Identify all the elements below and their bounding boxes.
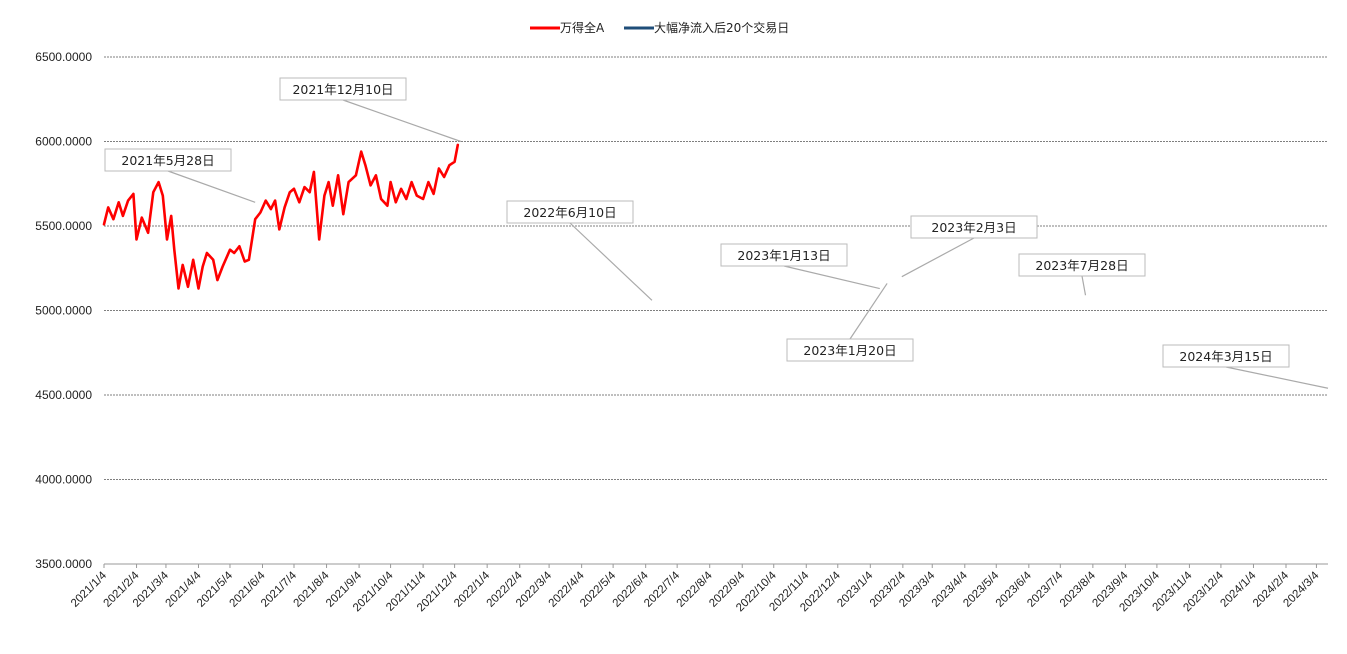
annotation-leader bbox=[1225, 366, 1329, 389]
annotation-label: 2023年1月20日 bbox=[803, 343, 896, 358]
annotation-leader bbox=[849, 283, 888, 340]
annotation-box bbox=[1018, 253, 1146, 277]
annotation-box bbox=[1162, 344, 1290, 368]
annotation-label: 2024年3月15日 bbox=[1179, 349, 1272, 364]
annotation-leader bbox=[569, 222, 653, 301]
annotation-label: 2021年12月10日 bbox=[292, 82, 393, 97]
y-tick-label: 6500.0000 bbox=[35, 50, 92, 64]
annotation-label: 2023年1月13日 bbox=[737, 248, 830, 263]
annotation-label: 2023年7月28日 bbox=[1035, 258, 1128, 273]
annotation-leader bbox=[342, 99, 462, 143]
annotation-box bbox=[506, 200, 634, 224]
legend-label: 万得全A bbox=[560, 20, 605, 35]
annotation-leader bbox=[167, 170, 256, 203]
annotation-box bbox=[104, 148, 232, 172]
annotation-leader bbox=[1081, 275, 1087, 296]
legend-label: 大幅净流入后20个交易日 bbox=[654, 20, 789, 35]
annotations: 2021年5月28日 2021年12月10日 2022年6月10日 2023年1月13… bbox=[104, 77, 1329, 389]
annotation-leader bbox=[901, 237, 975, 278]
y-tick-label: 4500.0000 bbox=[35, 388, 92, 402]
annotation-box bbox=[786, 338, 914, 362]
axes: 6500.0000 6000.0000 5500.0000 5000.0000 4500… bbox=[35, 50, 1328, 614]
y-tick-label: 6000.0000 bbox=[35, 135, 92, 149]
annotation-label: 2022年6月10日 bbox=[523, 205, 616, 220]
y-tick-label: 4000.0000 bbox=[35, 473, 92, 487]
y-tick-label: 5500.0000 bbox=[35, 219, 92, 233]
annotation-leader bbox=[783, 265, 880, 290]
series-lines bbox=[102, 143, 460, 290]
y-tick-label: 5000.0000 bbox=[35, 304, 92, 318]
annotation-box bbox=[910, 215, 1038, 239]
annotation-box bbox=[720, 243, 848, 267]
legend: 万得全A 大幅净流入后20个交易日 bbox=[530, 20, 789, 35]
annotation-label: 2023年2月3日 bbox=[931, 220, 1016, 235]
gridlines bbox=[104, 56, 1328, 480]
y-tick-label: 3500.0000 bbox=[35, 557, 92, 571]
series-line-wind-all-a bbox=[102, 143, 460, 290]
annotation-label: 2021年5月28日 bbox=[121, 153, 214, 168]
annotation-box bbox=[279, 77, 407, 101]
